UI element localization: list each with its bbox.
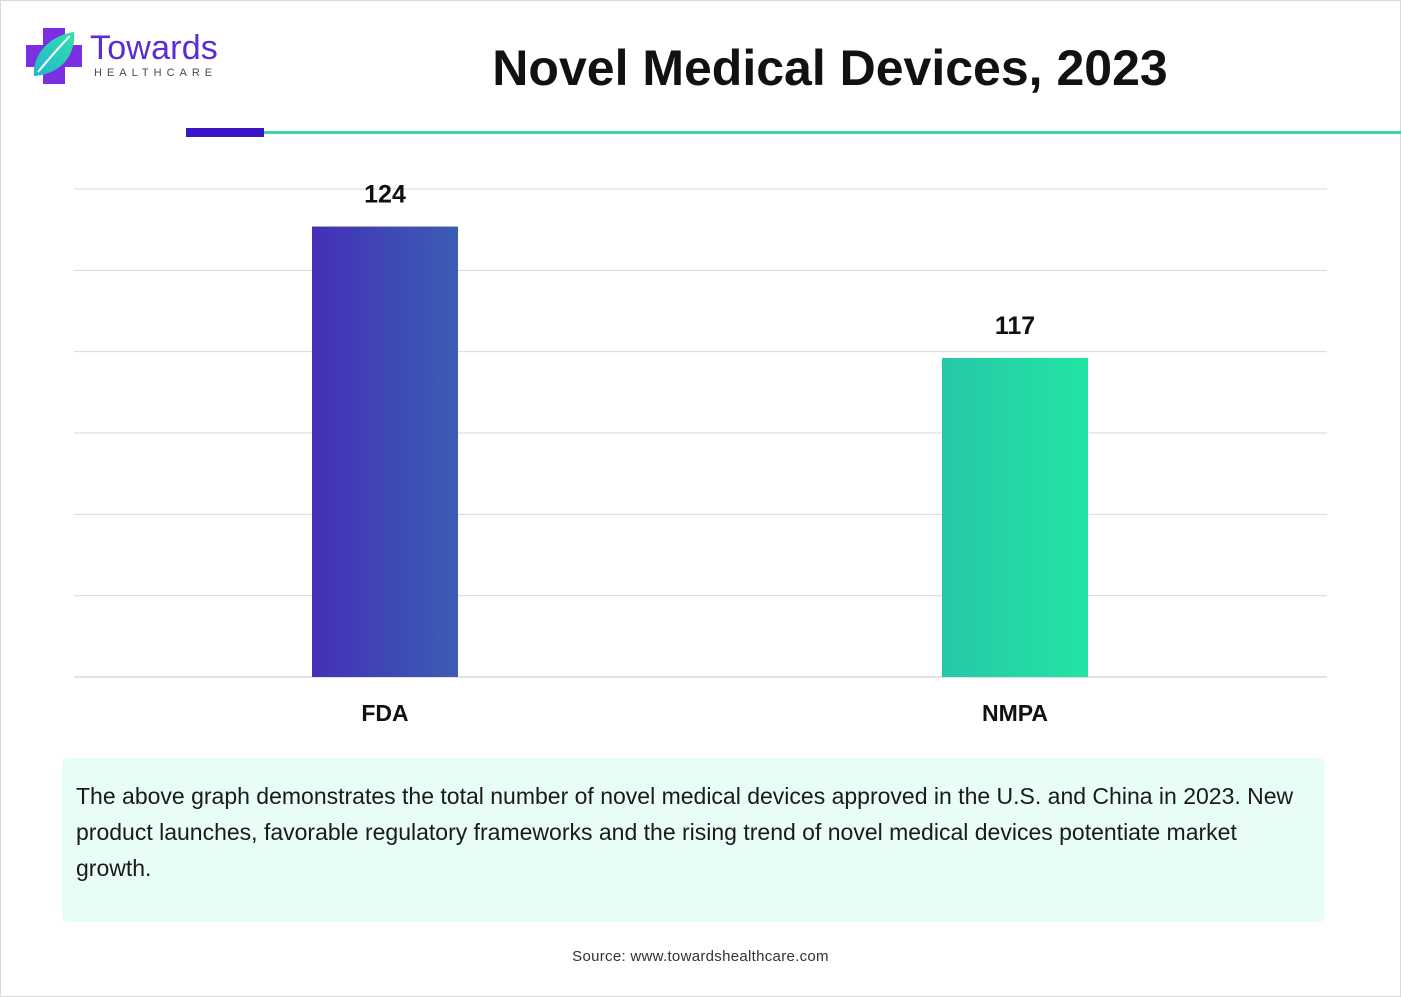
description-panel: The above graph demonstrates the total n… <box>62 758 1325 922</box>
gridlines <box>74 188 1327 678</box>
source-citation: Source: www.towardshealthcare.com <box>572 948 829 965</box>
medical-cross-leaf-icon <box>26 28 82 84</box>
data-label-nmpa: 117 <box>995 312 1035 340</box>
bar-fda <box>312 226 458 678</box>
category-label-nmpa: NMPA <box>982 700 1048 726</box>
logo-wordmark: Towards <box>90 29 219 67</box>
logo-subtitle: HEALTHCARE <box>94 67 218 79</box>
brand-logo: Towards HEALTHCARE <box>22 24 242 88</box>
bars <box>312 226 1088 678</box>
labels: 124 FDA 117 NMPA <box>361 181 1048 726</box>
chart-title: Novel Medical Devices, 2023 <box>492 40 1168 96</box>
data-label-fda: 124 <box>364 181 406 209</box>
category-label-fda: FDA <box>361 700 408 726</box>
header-rule <box>262 131 1401 134</box>
header-rule-accent <box>186 128 264 137</box>
bar-nmpa <box>942 357 1088 677</box>
description-text: The above graph demonstrates the total n… <box>76 783 1294 881</box>
